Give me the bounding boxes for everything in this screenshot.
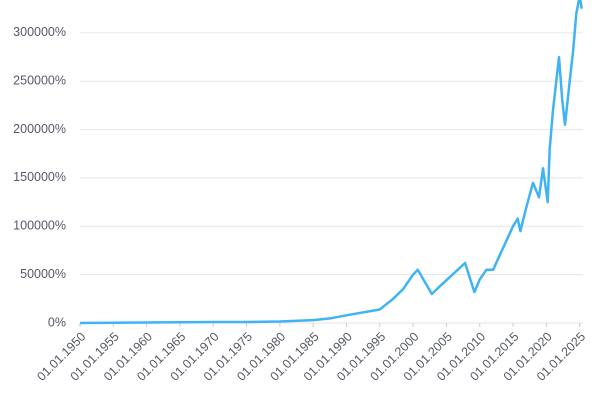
- y-tick-label: 50000%: [20, 267, 66, 281]
- y-tick-label: 150000%: [13, 170, 66, 184]
- y-tick-label: 300000%: [13, 25, 66, 39]
- y-tick-label: 200000%: [13, 122, 66, 136]
- y-tick-label: 0%: [48, 315, 66, 329]
- line: [79, 0, 583, 325]
- y-tick-label: 100000%: [13, 219, 66, 233]
- y-tick-label: 250000%: [13, 74, 66, 88]
